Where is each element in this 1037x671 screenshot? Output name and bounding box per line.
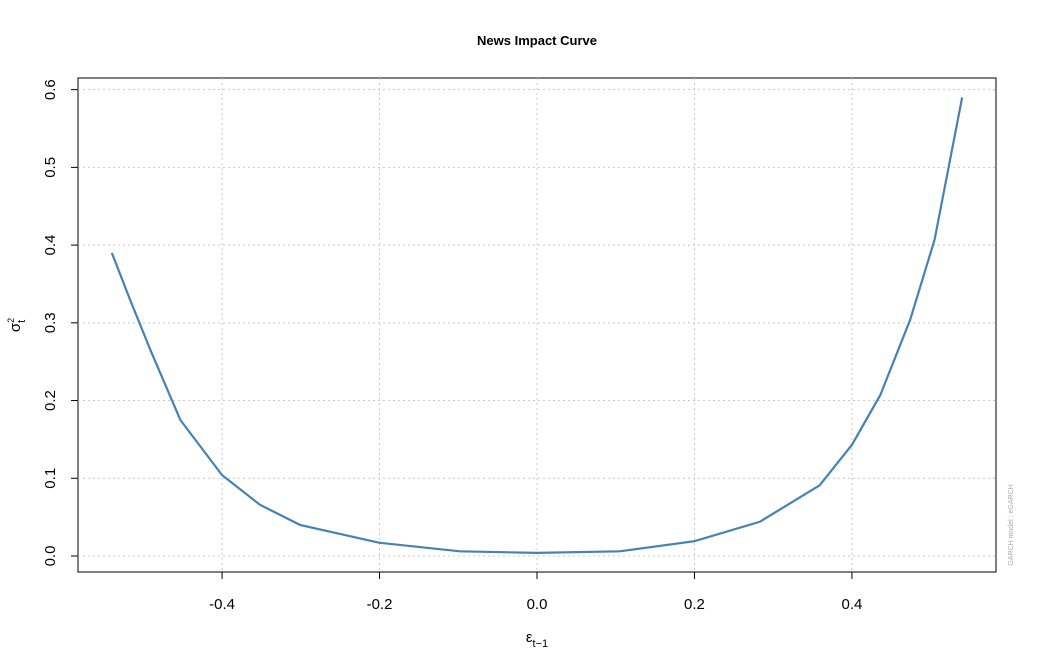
x-label-symbol: ε: [526, 629, 533, 646]
y-label-superscript: 2: [6, 318, 16, 323]
y-tick-label: 0.6: [42, 79, 59, 100]
x-label-subscript: t−1: [533, 638, 549, 650]
y-label-symbol: σ: [7, 322, 24, 332]
y-tick-label: 0.4: [42, 235, 59, 256]
x-tick-label: -0.2: [367, 596, 393, 613]
y-tick-label: 0.0: [42, 546, 59, 567]
y-tick-label: 0.1: [42, 468, 59, 489]
y-axis-label: σ2t: [6, 318, 28, 332]
y-tick-label: 0.5: [42, 157, 59, 178]
curve: [110, 97, 964, 554]
side-note: GARCH model : eGARCH: [1008, 484, 1015, 565]
x-tick-label: 0.0: [527, 596, 548, 613]
x-tick-label: 0.2: [684, 596, 705, 613]
x-axis-label: εt−1: [526, 629, 548, 650]
x-tick-label: -0.4: [209, 596, 235, 613]
chart-title: News Impact Curve: [477, 33, 597, 48]
y-tick-label: 0.3: [42, 312, 59, 333]
y-label-subscript: t: [16, 320, 28, 323]
y-tick-label: 0.2: [42, 390, 59, 411]
x-tick-label: 0.4: [841, 596, 862, 613]
